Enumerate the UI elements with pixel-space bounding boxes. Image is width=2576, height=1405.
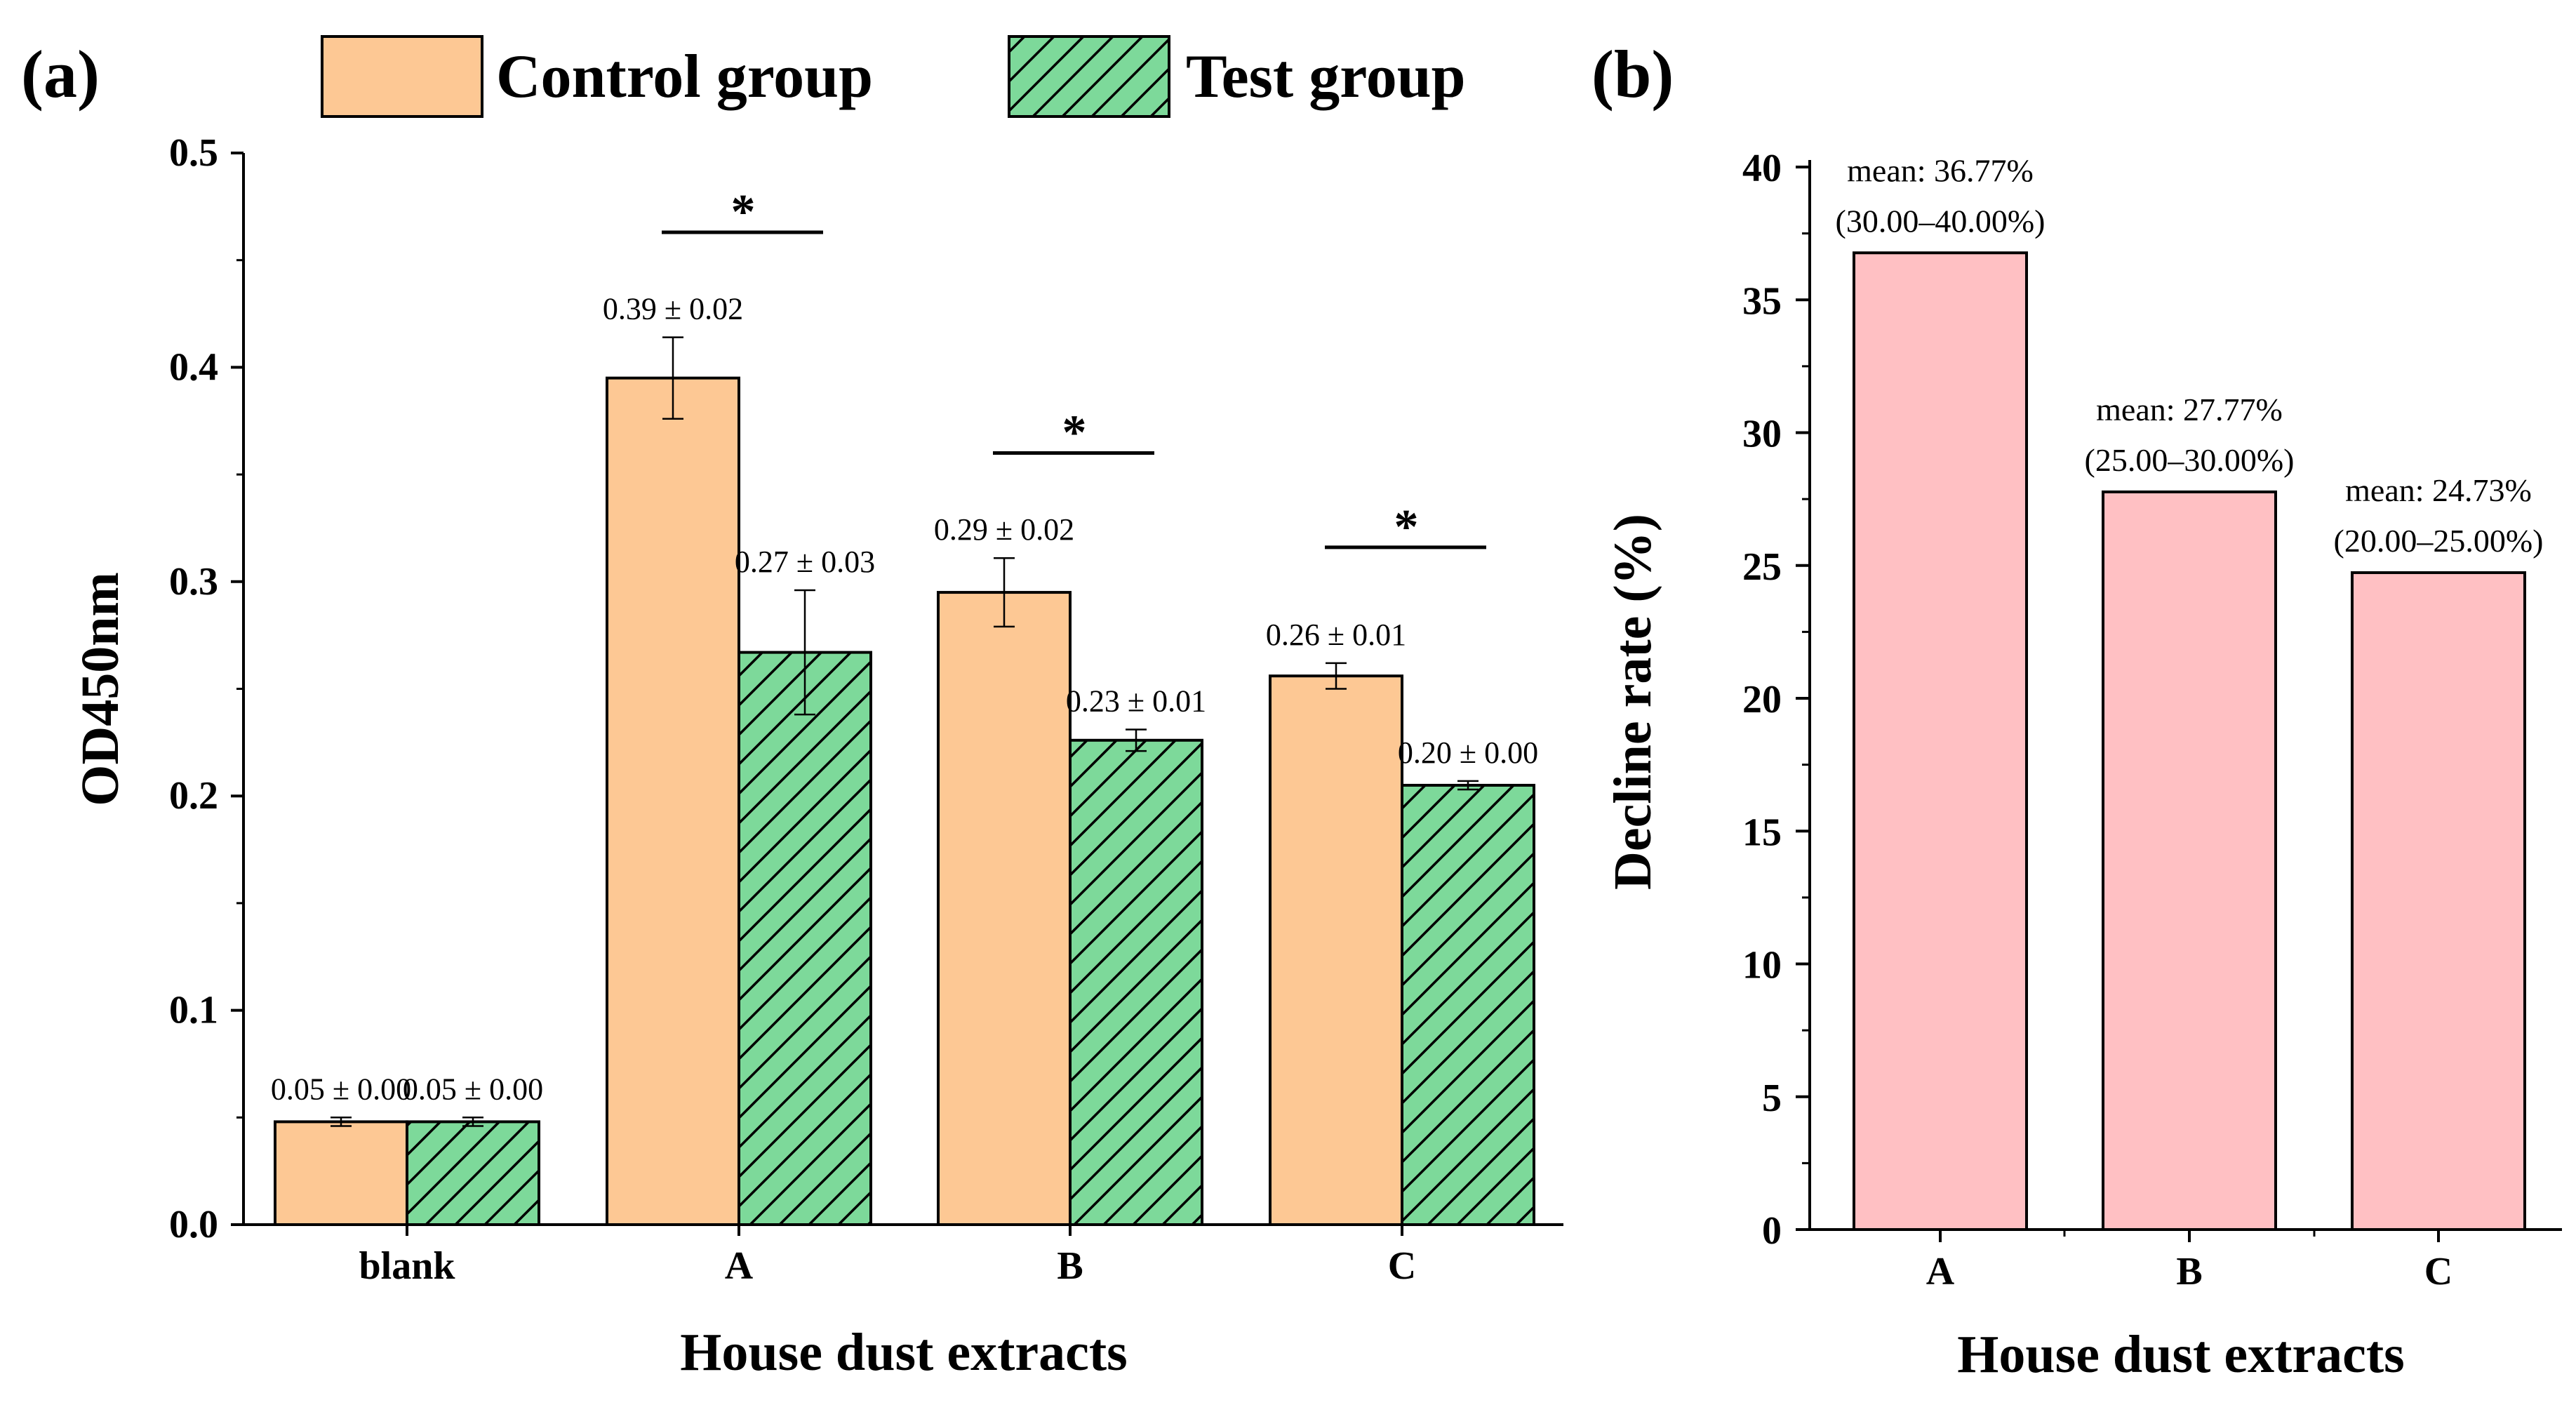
legend-test: Test group [1008,35,1466,118]
chart-b: mean: 36.77% (30.00–40.00%) mean: 27.77% (2… [1603,147,2562,1384]
y-tick-label-a: 0.1 [169,989,218,1032]
legend-control: Control group [321,35,873,118]
y-tick-label-a: 0.5 [169,131,218,175]
x-tick-label-b-A: A [1926,1250,1955,1293]
legend-control-label: Control group [496,43,873,111]
value-label-test-blank: 0.05 ± 0.00 [403,1072,543,1106]
y-tick-label-a: 0.0 [169,1203,218,1246]
annotation-mean-C: mean: 24.73% [2345,472,2532,508]
x-tick-label-a-B: B [1057,1244,1083,1288]
error-bar-control-blank [331,1117,352,1127]
error-bar-test-blank [462,1117,483,1127]
bar-test-blank [406,1120,540,1226]
legend-test-swatch [1008,35,1170,118]
significance-star-C: * [1394,500,1419,554]
y-tick-label-b: 30 [1742,413,1782,456]
y-tick-label-b: 20 [1742,678,1782,721]
error-bar-test-C [1457,780,1479,791]
annotation-range-B: (25.00–30.00%) [2085,442,2295,478]
annotation-mean-A: mean: 36.77% [1847,152,2034,188]
y-tick-label-b: 10 [1742,944,1782,987]
bar-control-B [937,591,1072,1226]
bar-decline-B [2102,490,2277,1231]
bar-control-C [1269,674,1403,1226]
x-axis-title-b: House dust extracts [1957,1325,2405,1384]
x-tick-label-a-A: A [725,1244,754,1288]
legend-test-label: Test group [1186,43,1466,111]
x-tick-label-a-blank: blank [359,1244,456,1288]
annotation-range-C: (20.00–25.00%) [2334,523,2544,559]
error-bar-control-C [1326,662,1347,690]
y-tick-label-b: 0 [1762,1209,1782,1253]
y-tick-label-b: 40 [1742,147,1782,190]
significance-star-A: * [731,185,756,239]
legend-control-swatch [321,35,483,118]
x-tick-label-b-B: B [2176,1250,2202,1293]
panel-a-label: (a) [21,36,100,112]
y-tick-label-a: 0.3 [169,560,218,604]
y-tick-label-b: 35 [1742,279,1782,323]
bar-test-A [738,651,872,1226]
y-tick-label-a: 0.4 [169,345,218,389]
x-tick-label-b-C: C [2424,1250,2452,1293]
value-label-test-A: 0.27 ± 0.03 [735,545,875,579]
y-axis-title-b: Decline rate (%) [1603,514,1662,890]
value-label-control-C: 0.26 ± 0.01 [1266,618,1406,652]
value-label-test-B: 0.23 ± 0.01 [1066,684,1206,719]
y-tick-label-a: 0.2 [169,774,218,818]
y-tick-label-b: 25 [1742,545,1782,589]
panel-b-label: (b) [1591,36,1674,112]
bar-test-B [1069,738,1203,1226]
value-label-test-C: 0.20 ± 0.00 [1398,735,1538,770]
bar-decline-C [2351,571,2526,1231]
bar-test-C [1401,783,1535,1227]
x-axis-title-a: House dust extracts [680,1323,1128,1382]
error-bar-control-A [662,336,683,420]
bar-control-blank [274,1120,408,1226]
x-tick-label-a-C: C [1388,1244,1416,1288]
value-label-control-A: 0.39 ± 0.02 [603,292,743,326]
chart-a: 0.05 ± 0.00 0.39 ± 0.02 0.29 ± 0.02 0.26 ± … [71,131,1563,1382]
value-label-control-B: 0.29 ± 0.02 [934,512,1074,547]
y-tick-label-b: 5 [1762,1077,1782,1120]
annotation-mean-B: mean: 27.77% [2096,392,2283,427]
y-axis-title-a: OD450nm [71,572,130,806]
significance-star-B: * [1062,406,1087,460]
error-bar-control-B [994,557,1015,628]
error-bar-test-A [794,589,815,716]
y-tick-label-b: 15 [1742,811,1782,854]
bar-decline-A [1853,251,2028,1231]
annotation-range-A: (30.00–40.00%) [1836,203,2046,239]
error-bar-test-B [1126,728,1147,752]
bar-control-A [606,376,740,1226]
value-label-control-blank: 0.05 ± 0.00 [271,1072,411,1106]
